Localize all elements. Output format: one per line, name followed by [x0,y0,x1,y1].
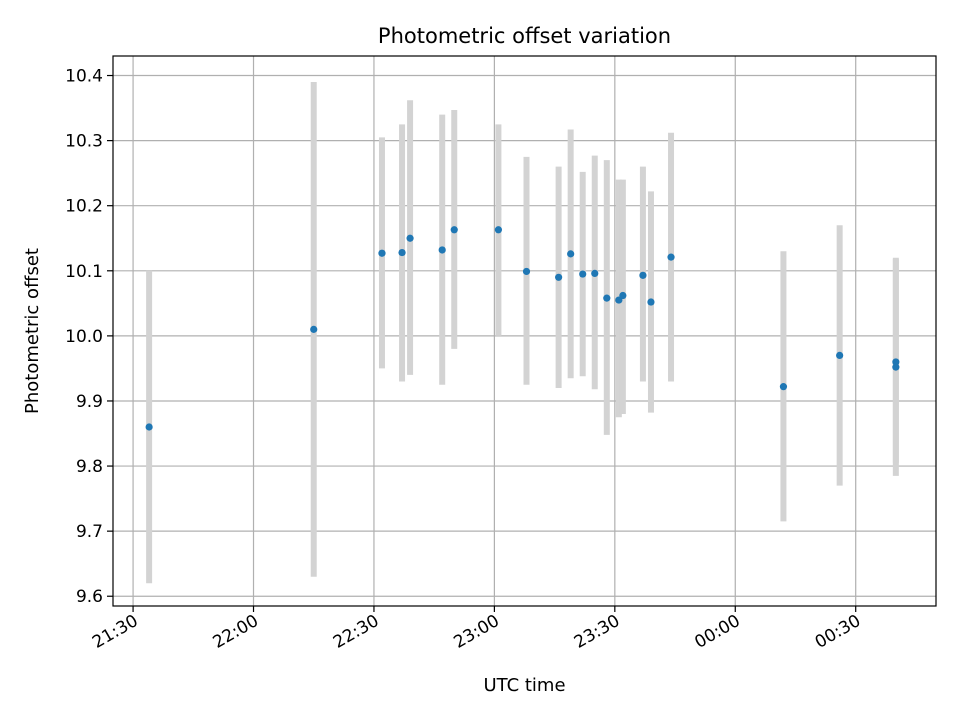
data-point [438,246,446,254]
data-point [579,270,587,278]
data-point [555,273,563,281]
y-tick-label: 9.9 [76,392,103,412]
x-tick-label: 23:30 [571,611,623,653]
data-point [639,271,647,279]
y-tick-label: 10.1 [65,262,103,282]
data-point [494,226,503,234]
data-point [892,358,900,366]
data-point [667,253,675,261]
y-tick-label: 10.0 [65,327,103,347]
x-tick-label: 00:00 [691,611,743,653]
x-axis-label: UTC time [483,675,565,696]
x-axis-ticks: 21:30 22:00 22:30 23:00 23:30 00:00 00:30 [89,606,864,653]
y-tick-label: 9.6 [76,587,103,607]
x-tick-label: 00:30 [812,611,864,653]
data-point [647,298,655,306]
data-point [892,363,900,371]
y-axis-label: Photometric offset [22,248,43,414]
x-tick-label: 21:30 [89,611,141,653]
data-point [522,267,531,276]
y-tick-label: 9.7 [76,522,103,542]
y-tick-label: 10.2 [65,197,103,217]
data-point [398,248,406,257]
data-points [145,226,900,431]
data-point [406,234,414,242]
data-point [378,249,386,257]
data-point [836,351,844,360]
x-tick-label: 22:30 [330,611,382,653]
x-tick-label: 23:00 [450,611,502,653]
data-point [310,325,318,333]
data-point [603,294,611,302]
data-point [145,423,153,431]
data-point [591,269,599,277]
y-tick-label: 10.4 [65,67,103,87]
chart-title: Photometric offset variation [378,24,671,48]
data-point [779,383,788,391]
x-tick-label: 22:00 [210,611,262,653]
y-tick-label: 10.3 [65,132,103,152]
y-axis-ticks: 9.6 9.7 9.8 9.9 10.0 10.1 10.2 10.3 10.4 [65,67,113,607]
y-tick-label: 9.8 [76,457,103,477]
plot-frame [112,55,937,607]
data-point [450,226,458,234]
data-point [619,291,627,300]
data-point [567,250,575,258]
